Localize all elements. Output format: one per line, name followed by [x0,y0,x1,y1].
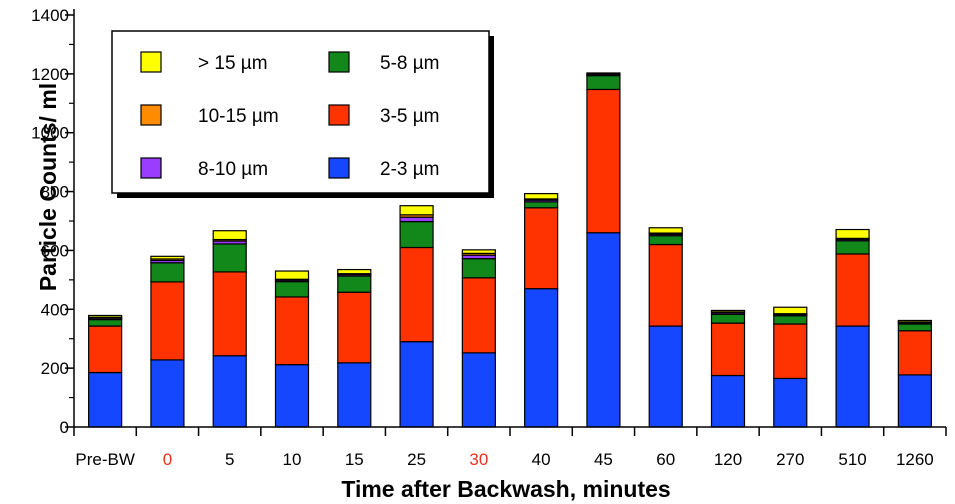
y-tick-label: 400 [41,300,69,319]
legend-label-5-8-um: 5-8 µm [380,53,440,74]
x-tick-label-120: 120 [714,450,742,469]
bar-10-15-um [274,270,310,280]
bar-60-15-um [648,227,683,234]
bar-270-3-5-um [773,323,808,380]
bar-270-2-3-um [773,377,808,428]
legend-label-8-10-um: 8-10 µm [198,159,268,180]
bar-60-5-8-um [648,235,683,246]
bar-25-3-5-um [399,246,434,343]
bar-120-5-8-um [710,313,746,324]
bar-510-15-um [835,228,870,239]
bar-pre-bw-3-5-um [88,325,123,374]
bar-25-5-8-um [399,220,434,249]
bar-15-5-8-um [337,275,372,293]
y-tick-label: 0 [60,418,69,437]
bar-30-15-um [461,249,496,254]
y-tick-label: 1200 [31,65,69,84]
legend-label-15-um: > 15 µm [198,53,268,74]
y-axis-title: Particle Counts/ ml [35,83,61,291]
bar-45-5-8-um [586,75,621,91]
legend-swatch-15-um [140,51,162,73]
x-tick-label-30: 30 [469,450,488,469]
bar-pre-bw-5-8-um [88,318,123,327]
bar-45-15-um [586,72,621,75]
legend: > 15 µm 5-8 µm 10-15 µm 3-5 µm 8-10 µm 2-3 µm [111,30,494,198]
bar-5-5-8-um [212,243,247,273]
y-tick-label: 800 [41,183,69,202]
bar-510-2-3-um [835,325,870,428]
x-tick-label-5: 5 [225,450,234,469]
bar-40-5-8-um [524,201,559,209]
bar-5-3-5-um [212,271,247,357]
legend-swatch-10-15-um [140,104,162,126]
bar-30-2-3-um [461,352,496,428]
bar-15-3-5-um [337,291,372,364]
x-tick-label-25: 25 [407,450,426,469]
x-tick-label-510: 510 [838,450,866,469]
bars-layer [88,72,932,428]
bar-120-2-3-um [710,374,746,428]
bar-30-5-8-um [461,258,496,279]
x-tick-label-10: 10 [283,450,302,469]
x-tick-label-40: 40 [532,450,551,469]
bar-1260-3-5-um [897,330,932,376]
x-tick-label-0: 0 [163,450,172,469]
legend-swatch-2-3-um [328,157,350,179]
bar-1260-15-um [897,319,932,323]
bar-45-3-5-um [586,88,621,234]
bar-510-3-5-um [835,253,870,327]
bar-10-2-3-um [274,364,310,428]
bar-pre-bw-15-um [88,314,123,318]
bar-25-2-3-um [399,341,434,428]
bar-10-3-5-um [274,296,310,366]
legend-label-2-3-um: 2-3 µm [380,159,440,180]
bar-60-2-3-um [648,325,683,428]
bar-5-2-3-um [212,355,247,428]
bar-120-3-5-um [710,322,746,377]
x-axis-title: Time after Backwash, minutes [341,476,670,502]
legend-swatch-8-10-um [140,157,162,179]
bar-25-15-um [399,205,434,216]
bar-30-3-5-um [461,277,496,354]
x-tick-label-270: 270 [776,450,804,469]
x-tick-label-1260: 1260 [896,450,934,469]
bar-45-2-3-um [586,232,621,428]
legend-label-3-5-um: 3-5 µm [380,106,440,127]
y-tick-label: 1400 [31,6,69,25]
legend-swatch-5-8-um [328,51,350,73]
legend-label-10-15-um: 10-15 µm [198,106,279,127]
bar-1260-2-3-um [897,374,932,428]
bar-510-5-8-um [835,240,870,255]
bar-270-15-um [773,306,808,315]
x-tick-label-60: 60 [656,450,675,469]
legend-swatch-3-5-um [328,104,350,126]
bar-0-3-5-um [150,281,185,361]
bar-5-15-um [212,230,247,241]
bar-60-3-5-um [648,243,683,327]
bar-10-5-8-um [274,281,310,298]
bar-1260-5-8-um [897,323,932,332]
y-tick-label: 200 [41,359,69,378]
bar-120-15-um [710,309,746,313]
bar-40-15-um [524,193,559,200]
bar-15-15-um [337,268,372,275]
y-tick-label: 600 [41,241,69,260]
bar-0-5-8-um [150,262,185,283]
legend-box [111,30,490,194]
bar-40-2-3-um [524,288,559,428]
bar-40-3-5-um [524,207,559,290]
bar-0-2-3-um [150,359,185,428]
y-tick-label: 1000 [31,124,69,143]
x-tick-label-pre-bw: Pre-BW [75,450,135,469]
x-tick-label-45: 45 [594,450,613,469]
bar-pre-bw-2-3-um [88,371,123,428]
bar-0-15-um [150,255,185,260]
x-tick-label-15: 15 [345,450,364,469]
bar-25-8-10-um [399,216,434,223]
bar-270-5-8-um [773,315,808,325]
bar-15-2-3-um [337,362,372,428]
